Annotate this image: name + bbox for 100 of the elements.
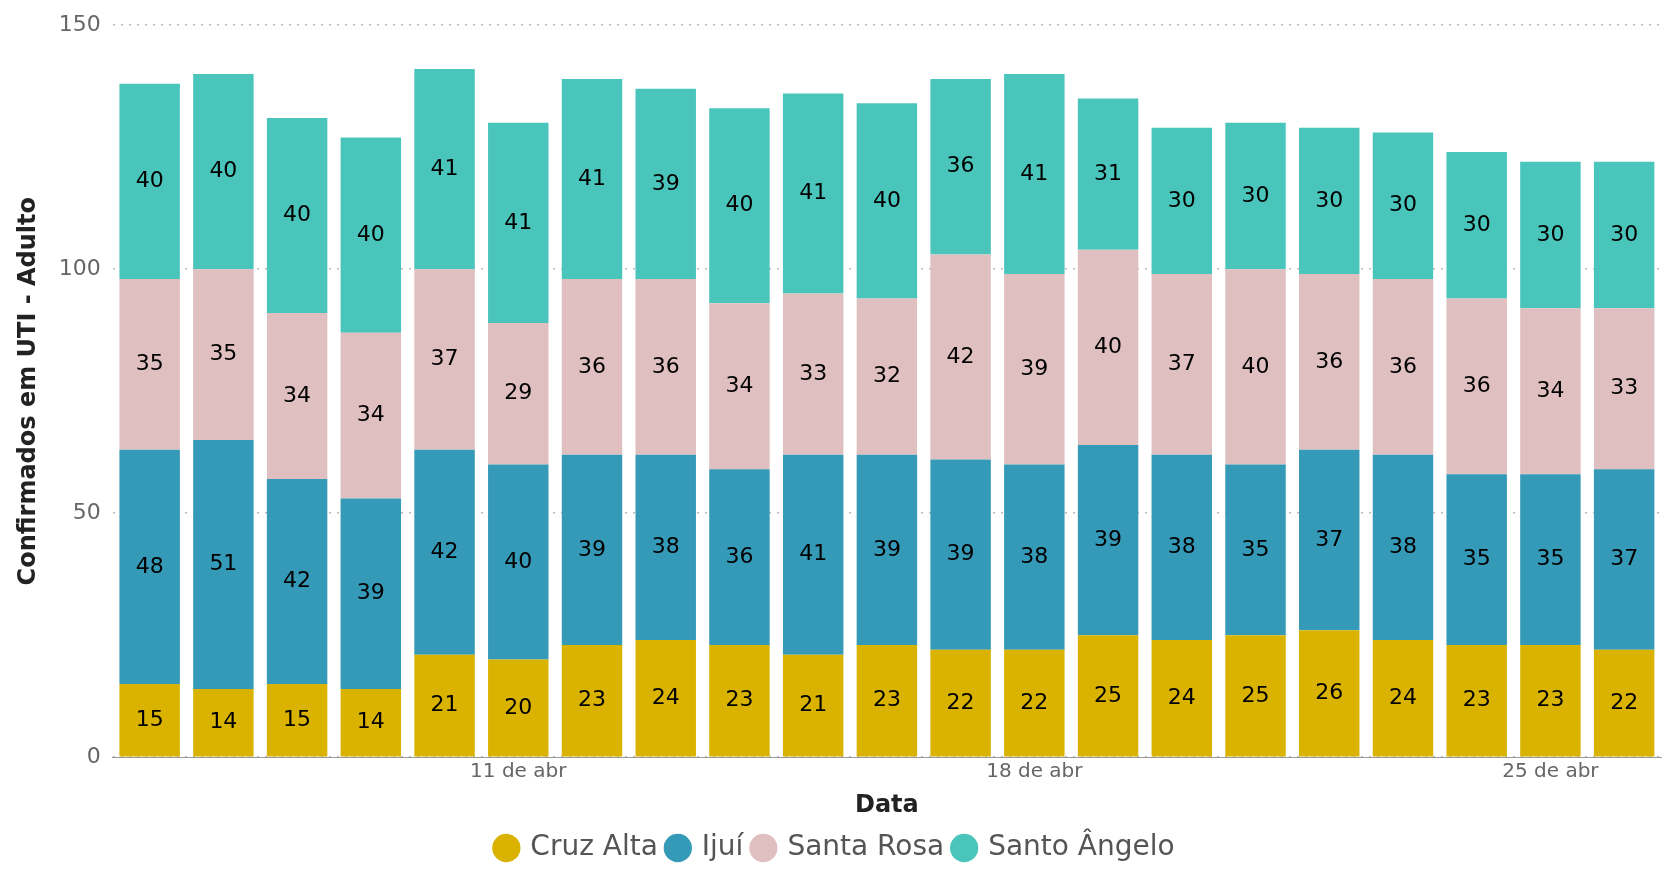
y-axis-title: Confirmados em UTI - Adulto [12, 196, 41, 586]
data-label: 40 [504, 547, 533, 573]
bar [856, 103, 918, 299]
bar [709, 303, 770, 470]
data-label: 30 [1315, 186, 1344, 212]
bar [1004, 464, 1065, 650]
data-label: 29 [504, 379, 533, 405]
bar [414, 69, 475, 270]
bar [1077, 635, 1139, 757]
data-label: 34 [356, 401, 385, 427]
bar [1225, 269, 1286, 465]
data-label: 42 [946, 342, 975, 368]
bar [1372, 278, 1434, 455]
data-label: 41 [799, 540, 828, 566]
bar [856, 454, 918, 645]
bar [414, 449, 475, 655]
data-label: 33 [1610, 374, 1639, 400]
data-label: 30 [1167, 186, 1196, 212]
data-label: 15 [135, 705, 164, 731]
data-label: 35 [209, 340, 238, 366]
data-label: 39 [1094, 525, 1123, 551]
x-tick-label: 18 de abr [986, 758, 1084, 783]
data-label: 30 [1241, 181, 1270, 207]
data-label: 36 [725, 542, 754, 568]
data-label: 40 [1241, 352, 1270, 378]
bar [1151, 454, 1213, 641]
bar [1077, 98, 1139, 250]
data-label: 51 [209, 550, 238, 576]
data-label: 35 [135, 350, 164, 376]
legend-label: Santo Ângelo [988, 828, 1175, 863]
bar [1520, 161, 1581, 309]
bar [193, 74, 254, 270]
bar [266, 684, 328, 757]
bar [1593, 161, 1655, 309]
bar [1225, 122, 1286, 270]
data-label: 34 [1536, 376, 1565, 402]
data-label: 40 [872, 186, 901, 212]
data-label: 41 [504, 208, 533, 234]
data-label: 35 [1536, 545, 1565, 571]
data-label: 30 [1536, 220, 1565, 246]
data-label: 48 [135, 552, 164, 578]
bar [1593, 649, 1655, 757]
data-label: 15 [283, 705, 312, 731]
data-label: 30 [1610, 220, 1639, 246]
bar [930, 254, 991, 460]
data-label: 30 [1388, 191, 1417, 217]
bar [119, 83, 180, 279]
bar [1077, 249, 1139, 445]
bar [340, 688, 402, 757]
bar [782, 293, 844, 455]
bar [1372, 640, 1434, 757]
bar [1446, 474, 1507, 645]
bar [1225, 464, 1286, 636]
bar [1225, 635, 1286, 757]
y-tick-label: 0 [86, 742, 101, 768]
bar [266, 313, 328, 480]
data-label: 21 [799, 691, 828, 717]
bar [1151, 274, 1213, 455]
bar [1151, 127, 1213, 275]
data-label: 41 [578, 164, 606, 190]
bar [193, 269, 254, 440]
data-label: 34 [283, 381, 312, 407]
data-label: 42 [283, 567, 312, 593]
data-label: 25 [1241, 681, 1270, 707]
bar [119, 278, 180, 450]
data-label: 41 [430, 154, 459, 180]
bar [709, 108, 770, 304]
legend-label: Cruz Alta [530, 829, 658, 863]
bar [1004, 274, 1065, 465]
x-axis-title: Data [855, 789, 919, 818]
data-label: 35 [1462, 545, 1491, 571]
bar [782, 93, 844, 294]
data-label: 41 [799, 179, 828, 205]
bar [340, 332, 402, 499]
bar [635, 640, 696, 757]
data-label: 41 [1020, 159, 1049, 185]
bar [1372, 132, 1434, 279]
data-label: 33 [799, 359, 828, 385]
data-label: 36 [1462, 372, 1491, 398]
data-label: 37 [1610, 545, 1639, 571]
bar [782, 654, 844, 757]
data-label: 39 [578, 535, 606, 561]
data-label: 23 [1536, 686, 1565, 712]
data-label: 21 [430, 691, 459, 717]
data-label: 36 [578, 352, 606, 378]
bar [1520, 474, 1581, 645]
bar [119, 449, 180, 684]
bar [1593, 469, 1655, 650]
bar [414, 269, 475, 450]
bar [930, 649, 991, 757]
data-label: 25 [1094, 681, 1123, 707]
data-label: 24 [651, 683, 680, 709]
bar [1299, 630, 1360, 757]
bar [1299, 449, 1360, 631]
bar [856, 644, 918, 757]
data-label: 39 [651, 169, 680, 195]
data-label: 23 [578, 686, 606, 712]
bar [414, 654, 475, 757]
y-tick-label: 100 [58, 254, 101, 280]
data-label: 37 [430, 345, 459, 371]
